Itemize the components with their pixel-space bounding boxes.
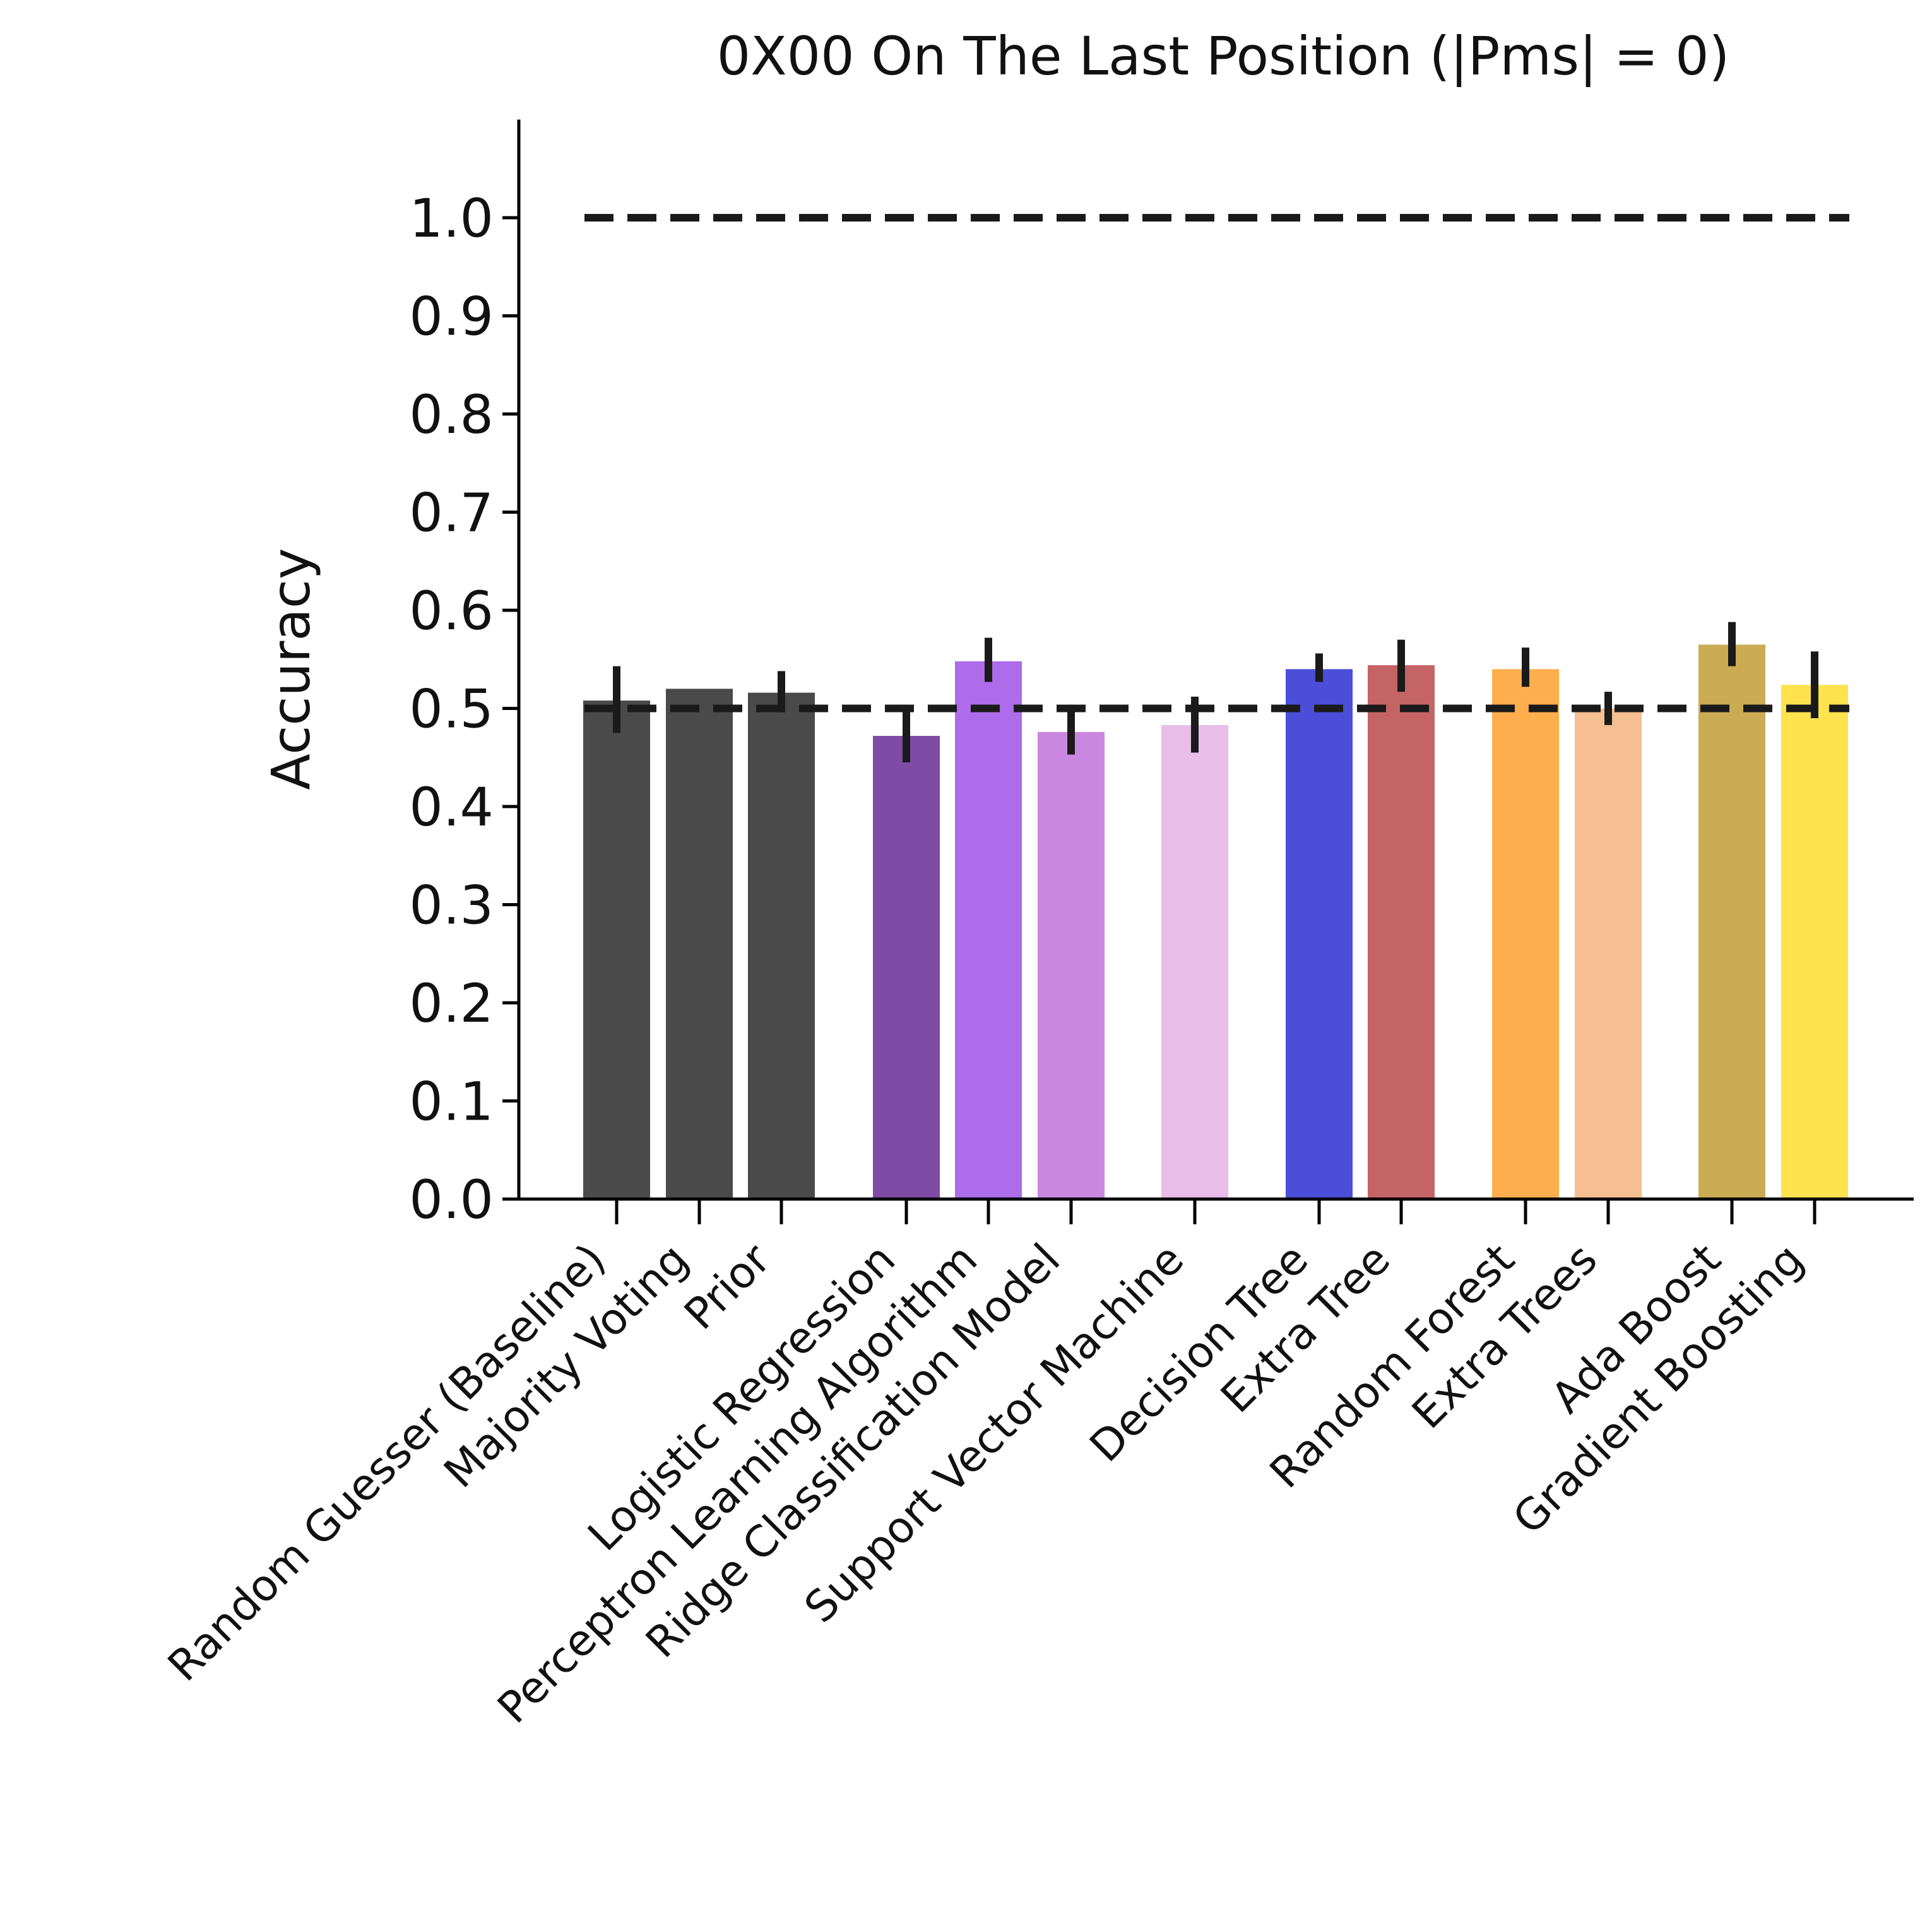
plot-area: 0.0 0.1 0.2 0.3 0.4 0.5 0.6 0.7 0.8 0.9 1.0 Random … [158,119,1914,1733]
y-tick-label: 0.1 [409,1071,494,1133]
y-tick-label: 1.0 [409,187,494,249]
bar [1368,665,1435,1199]
bar [1575,708,1642,1199]
y-tick-label: 0.4 [409,776,494,838]
bar [666,689,733,1199]
y-tick-label: 0.0 [409,1169,494,1231]
y-axis-label: Accuracy [260,548,322,790]
y-tick-label: 0.5 [409,678,494,740]
bar [1038,731,1105,1199]
bar [955,661,1022,1199]
bar [1698,644,1765,1199]
y-tick-label: 0.3 [409,875,494,937]
y-tick-label: 0.7 [409,482,494,544]
y-tick-label: 0.8 [409,384,494,446]
x-tick-label: Prior [675,1234,780,1339]
y-tick-label: 0.9 [409,286,494,348]
y-tick-label: 0.6 [409,580,494,642]
bar [1492,669,1559,1199]
bar [1286,669,1353,1199]
bar [1781,685,1848,1199]
bar [748,692,815,1199]
y-tick-label: 0.2 [409,973,494,1034]
bar [583,701,650,1199]
bar [1161,724,1228,1199]
chart-title: 0X00 On The Last Position (|Pms| = 0) [717,25,1730,87]
x-tick-label: Random Guesser (Baseline) [158,1234,615,1691]
bar [873,736,940,1199]
